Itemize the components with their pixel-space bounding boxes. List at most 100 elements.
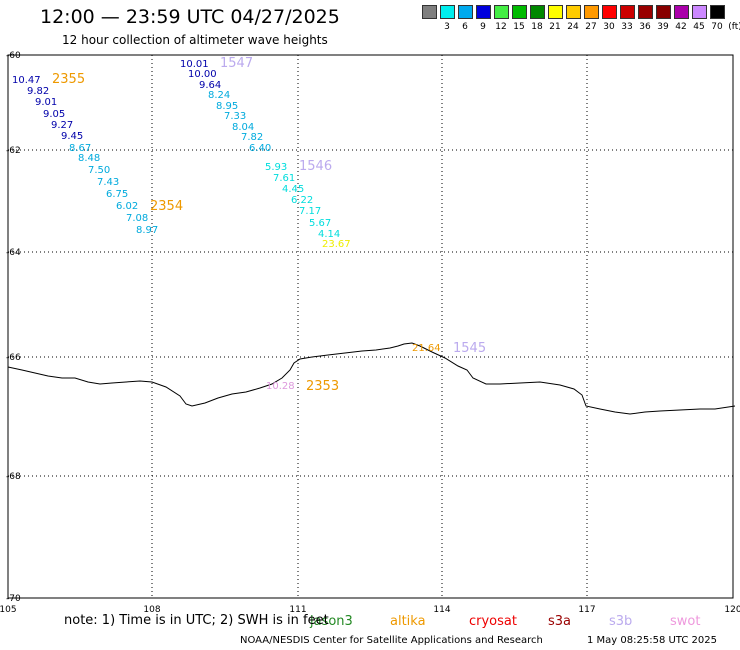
swh-value-label: 4.14	[318, 229, 340, 240]
legend-label: 30	[603, 22, 615, 32]
legend-label: 9	[480, 22, 486, 32]
swh-value-label: 8.97	[136, 225, 158, 236]
legend-swatch	[638, 5, 653, 19]
map-subtitle: 12 hour collection of altimeter wave hei…	[62, 33, 328, 47]
legend-swatch	[584, 5, 599, 19]
satellite-source-swot: swot	[670, 614, 700, 629]
legend-label: 39	[657, 22, 669, 32]
legend-swatch	[674, 5, 689, 19]
note-text: note: 1) Time is in UTC; 2) SWH is in fe…	[64, 613, 329, 628]
legend-swatch	[566, 5, 581, 19]
swh-value-label: 8.48	[78, 153, 100, 164]
swh-value-label: 9.45	[61, 131, 83, 142]
legend-swatch	[548, 5, 563, 19]
lat-tick-label: -66	[6, 353, 21, 363]
swh-value-label: 7.17	[299, 206, 321, 217]
pass-time-label: 2353	[306, 379, 339, 394]
swh-value-label: 10.01	[180, 59, 209, 70]
lat-tick-label: -64	[6, 248, 21, 258]
lat-tick-label: -68	[6, 472, 21, 482]
swh-value-label: 8.04	[232, 122, 254, 133]
swh-value-label: 5.93	[265, 162, 287, 173]
footer-credit: NOAA/NESDIS Center for Satellite Applica…	[240, 635, 543, 646]
legend-label: 15	[513, 22, 525, 32]
swh-value-label: 7.61	[273, 173, 295, 184]
lon-tick-label: 120	[724, 605, 740, 615]
legend-label: 12	[495, 22, 507, 32]
map-title: 12:00 — 23:59 UTC 04/27/2025	[40, 6, 340, 28]
lon-tick-label: 108	[143, 605, 160, 615]
lat-tick-label: -62	[6, 146, 21, 156]
legend-swatch	[458, 5, 473, 19]
pass-time-label: 2355	[52, 72, 85, 87]
lon-tick-label: 105	[0, 605, 17, 615]
legend-label: 3	[444, 22, 450, 32]
swh-value-label: 7.82	[241, 132, 263, 143]
swh-value-label: 6.40	[249, 143, 271, 154]
swh-value-label: 9.01	[35, 97, 57, 108]
satellite-source-altika: altika	[390, 614, 426, 629]
pass-time-label: 1547	[220, 56, 253, 71]
legend-swatch	[692, 5, 707, 19]
satellite-source-s3b: s3b	[609, 614, 632, 629]
swh-value-label: 23.67	[322, 239, 351, 250]
footer-timestamp: 1 May 08:25:58 UTC 2025	[587, 635, 717, 646]
legend-label: 24	[567, 22, 579, 32]
legend-swatch	[620, 5, 635, 19]
swh-value-label: 7.08	[126, 213, 148, 224]
altimeter-tracks: 10.479.829.019.059.279.458.678.487.507.4…	[12, 56, 486, 394]
swh-value-label: 9.05	[43, 109, 65, 120]
swh-value-label: 9.64	[199, 80, 221, 91]
legend-label: 6	[462, 22, 468, 32]
lon-tick-label: 114	[433, 605, 450, 615]
swh-value-label: 10.47	[12, 75, 41, 86]
lon-tick-label: 111	[289, 605, 306, 615]
swh-value-label: 6.22	[291, 195, 313, 206]
swh-value-label: 6.02	[116, 201, 138, 212]
swh-value-label: 6.75	[106, 189, 128, 200]
swh-value-label: 10.00	[188, 69, 217, 80]
legend-swatch	[602, 5, 617, 19]
pass-time-label: 2354	[150, 199, 183, 214]
coastline	[7, 342, 736, 415]
legend-swatch	[422, 5, 437, 19]
swh-value-label: 7.33	[224, 111, 246, 122]
legend-label: 33	[621, 22, 633, 32]
legend-swatch	[710, 5, 725, 19]
lat-tick-label: -70	[6, 594, 21, 604]
legend-label: 42	[675, 22, 687, 32]
lat-tick-label: -60	[6, 51, 21, 61]
legend-label: 18	[531, 22, 543, 32]
swh-value-label: 10.28	[266, 381, 295, 392]
legend-label: 36	[639, 22, 651, 32]
pass-time-label: 1546	[299, 159, 332, 174]
axis-ticks: 105 108 111 114 117 120 -60 -62 -64 -66 -68 -70	[0, 51, 740, 615]
legend-unit: (ft)	[728, 22, 740, 32]
swh-value-label: 5.67	[309, 218, 331, 229]
satellite-source-s3a: s3a	[548, 614, 571, 629]
legend-swatch	[530, 5, 545, 19]
swh-value-label: 8.95	[216, 101, 238, 112]
satellite-source-jason3: jason3	[309, 614, 353, 629]
swh-value-label: 9.82	[27, 86, 49, 97]
lon-tick-label: 117	[578, 605, 595, 615]
map-frame	[7, 54, 734, 599]
swh-value-label: 7.43	[97, 177, 119, 188]
legend-label: 45	[693, 22, 705, 32]
legend-label: 21	[549, 22, 561, 32]
legend-swatch	[440, 5, 455, 19]
swh-value-label: 4.45	[282, 184, 304, 195]
graticule	[7, 54, 734, 599]
swh-value-label: 8.24	[208, 90, 230, 101]
legend-swatch	[494, 5, 509, 19]
legend-swatch	[476, 5, 491, 19]
swh-value-label: 7.50	[88, 165, 110, 176]
swh-value-label: 8.67	[69, 143, 91, 154]
legend-swatch	[512, 5, 527, 19]
swh-value-label: 9.27	[51, 120, 73, 131]
swh-value-label: 21.64	[412, 343, 441, 354]
pass-time-label: 1545	[453, 341, 486, 356]
legend-swatch	[656, 5, 671, 19]
satellite-source-cryosat: cryosat	[469, 614, 517, 629]
